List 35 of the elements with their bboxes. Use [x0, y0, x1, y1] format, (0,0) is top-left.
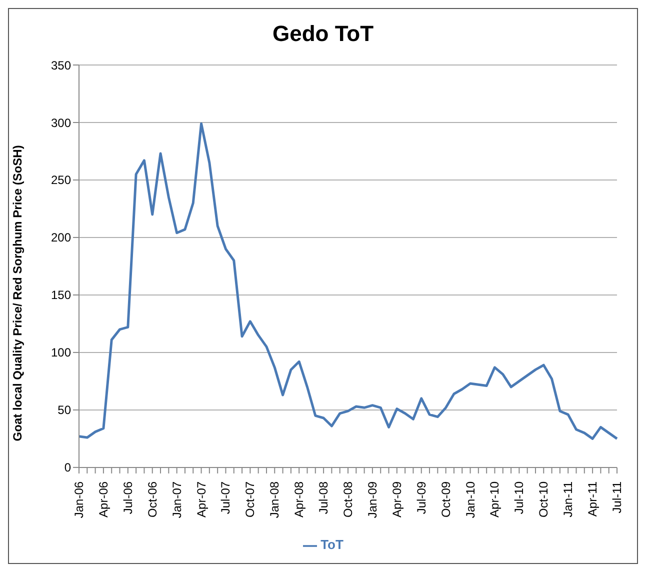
- x-tick-label: Apr-06: [96, 481, 110, 518]
- x-tick-label: Jul-09: [414, 481, 428, 514]
- y-tick-label: 250: [50, 173, 72, 188]
- x-tick-label: Jan-11: [561, 481, 576, 518]
- x-tick-label: Jan-10: [463, 481, 478, 518]
- legend-label: ToT: [320, 537, 344, 552]
- x-tick-label: Jan-08: [268, 481, 282, 518]
- y-tick-label: 100: [50, 346, 72, 360]
- x-tick-label: Oct-10: [536, 481, 551, 518]
- y-tick-label: 200: [50, 230, 72, 245]
- y-tick-label: 350: [50, 58, 72, 72]
- y-tick-label: 0: [64, 460, 72, 475]
- x-tick-label: Apr-10: [488, 481, 502, 518]
- y-tick-label: 300: [50, 116, 72, 130]
- x-tick-label: Jul-06: [120, 481, 135, 514]
- x-tick-label: Oct-07: [243, 481, 258, 518]
- y-tick-label: 150: [50, 288, 72, 302]
- y-tick-label: 50: [58, 403, 72, 418]
- x-tick-label: Jul-08: [316, 481, 331, 514]
- x-tick-label: Jan-06: [72, 481, 86, 518]
- x-tick-label: Jan-09: [365, 481, 380, 518]
- x-tick-label: Apr-09: [390, 481, 404, 518]
- y-axis-title: Goat local Quality Price/ Red Sorghum Price (SoSH): [10, 145, 24, 442]
- x-tick-label: Jul-11: [610, 481, 624, 514]
- x-tick-label: Apr-11: [586, 481, 600, 517]
- x-tick-label: Apr-07: [194, 481, 208, 518]
- chart-title: Gedo ToT: [271, 20, 375, 48]
- x-tick-label: Jan-07: [170, 481, 184, 518]
- x-tick-label: Oct-09: [438, 481, 453, 518]
- x-tick-label: Apr-08: [292, 481, 306, 518]
- x-tick-label: Jul-07: [218, 481, 233, 514]
- x-tick-label: Oct-08: [341, 481, 355, 518]
- x-tick-label: Oct-06: [145, 481, 160, 518]
- x-tick-label: Jul-10: [512, 481, 526, 514]
- line-series: [78, 122, 618, 440]
